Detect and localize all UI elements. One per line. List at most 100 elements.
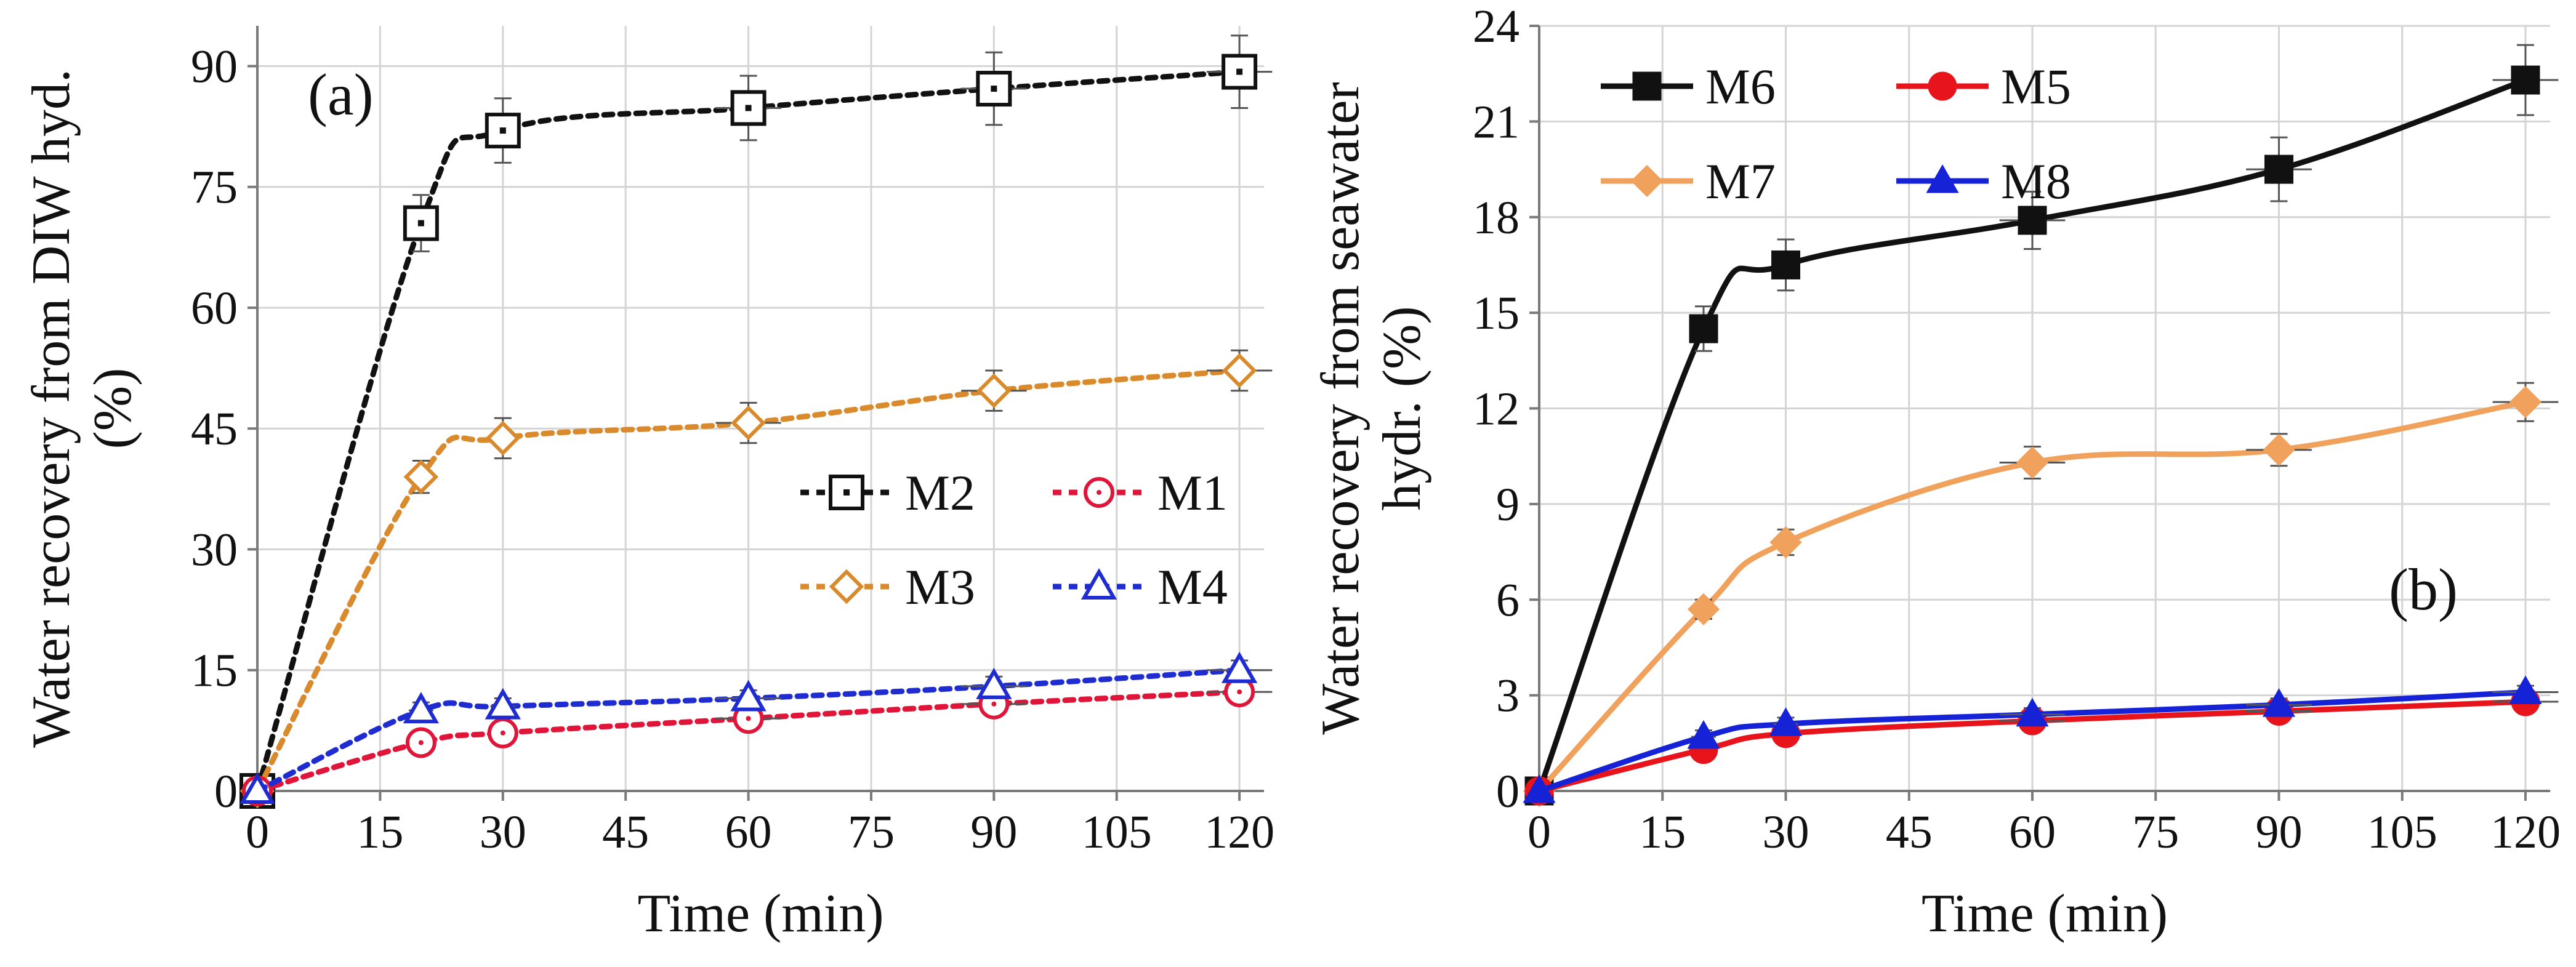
x-axis-title: Time (min): [1922, 884, 2168, 944]
data-point-m7: [2263, 433, 2295, 466]
legend-marker-m7: [1630, 164, 1664, 198]
legend-marker-m4: [1081, 568, 1117, 600]
y-tick-label: 21: [1473, 96, 1519, 148]
data-point-m6: [1771, 250, 1800, 279]
x-tick-label: 60: [725, 806, 772, 858]
data-point-m2-center: [745, 105, 752, 111]
data-point-m1-center: [1237, 689, 1242, 695]
legend-marker-m8: [1926, 164, 1959, 193]
data-point-m7: [1687, 593, 1720, 625]
y-tick-label: 45: [191, 403, 238, 455]
legend-marker-m3: [829, 569, 864, 604]
data-point-m3: [731, 405, 766, 441]
legend-label-m1: M1: [1157, 465, 1228, 521]
series-line-m7: [1536, 399, 2529, 794]
data-point-m3: [485, 420, 521, 456]
y-tick-label: 90: [191, 41, 238, 92]
x-tick-label: 105: [1082, 806, 1152, 858]
legend-marker-m1-center: [1097, 490, 1101, 495]
y-tick-label: 0: [1496, 766, 1519, 817]
panel-a-chart: 0 15 30 45 60 75 90 105 120 0 15 30 45 60 75 90 Time (mi…: [22, 26, 1274, 944]
y-tick-label: 30: [191, 524, 238, 576]
x-tick-label: 90: [970, 806, 1017, 858]
x-tick-label: 60: [2009, 806, 2056, 858]
legend-label-m6: M6: [1705, 58, 1776, 114]
data-point-m1-center: [500, 730, 505, 736]
x-tick-label: 105: [2367, 806, 2437, 858]
legend-label-m4: M4: [1157, 559, 1228, 615]
data-point-m6: [1689, 314, 1718, 343]
data-point-m1-center: [418, 740, 424, 745]
y-tick-label: 12: [1473, 383, 1519, 435]
series-line-m3: [254, 367, 1242, 794]
x-tick-label: 0: [246, 806, 269, 858]
y-tick-label: 24: [1473, 1, 1519, 52]
y-tick-label: 75: [191, 162, 238, 214]
y-tick-label: 18: [1473, 192, 1519, 244]
legend-label-m7: M7: [1705, 153, 1776, 209]
y-tick-label: 9: [1496, 479, 1519, 531]
data-point-m3: [1222, 353, 1257, 388]
data-point-m8: [1687, 720, 1720, 749]
y-tick-label: 0: [214, 766, 238, 817]
data-point-m7: [1769, 526, 1802, 559]
x-tick-label: 15: [1639, 806, 1686, 858]
data-point-m8: [2509, 675, 2542, 704]
data-point-m4: [976, 667, 1012, 699]
panel-b-chart: 0 15 30 45 60 75 90 105 120 0 3 6 9 12 15 18 21 24 Time (m…: [1311, 1, 2561, 944]
y-tick-label: 15: [191, 645, 238, 697]
legend-label-m5: M5: [2001, 58, 2071, 114]
data-point-m6: [2511, 65, 2540, 95]
data-point-m8: [2016, 697, 2049, 727]
data-point-m8: [1769, 707, 1803, 736]
data-point-m2: [976, 71, 1012, 107]
data-point-m8: [1523, 774, 1556, 803]
data-point-m8: [2262, 688, 2296, 717]
x-tick-label: 120: [1204, 806, 1274, 858]
data-point-m1-center: [991, 701, 997, 707]
data-point-m2-center: [417, 220, 424, 227]
data-point-m6: [2018, 206, 2047, 235]
x-tick-label: 75: [848, 806, 895, 858]
data-point-m4: [730, 680, 767, 712]
y-tick-label: 3: [1496, 670, 1519, 722]
panel-label: (a): [308, 62, 374, 127]
legend-label-m3: M3: [905, 559, 975, 615]
data-point-m4: [485, 688, 521, 720]
data-point-m4: [239, 772, 276, 804]
x-tick-label: 45: [1886, 806, 1933, 858]
x-tick-label: 75: [2132, 806, 2179, 858]
x-tick-label: 30: [480, 806, 526, 858]
legend-marker-m6: [1632, 71, 1662, 101]
legend-marker-m5: [1928, 71, 1957, 101]
x-tick-label: 45: [602, 806, 649, 858]
x-tick-label: 0: [1527, 806, 1551, 858]
y-tick-label: 6: [1496, 574, 1519, 626]
legend-label-m2: M2: [905, 465, 975, 521]
y-tick-label: 60: [191, 283, 238, 334]
x-tick-label: 120: [2490, 806, 2561, 858]
y-axis-title: Water recovery from seawater: [1311, 82, 1371, 735]
data-point-m4: [403, 692, 440, 724]
x-tick-label: 30: [1762, 806, 1809, 858]
data-point-m7: [2016, 446, 2049, 479]
data-point-m3: [403, 459, 439, 494]
x-axis-title: Time (min): [637, 884, 883, 944]
data-point-m2-center: [499, 127, 506, 134]
legend-marker-m2-center: [843, 489, 850, 496]
data-point-m6: [2264, 154, 2293, 184]
legend-label-m8: M8: [2001, 153, 2071, 209]
data-point-m4: [1221, 651, 1258, 683]
data-point-m3: [976, 373, 1012, 408]
data-point-m7: [2509, 386, 2542, 419]
series-line-m6: [1536, 77, 2529, 794]
data-point-m2-center: [1236, 68, 1243, 75]
y-axis-title: (%): [83, 368, 143, 449]
panel-label: (b): [2389, 556, 2458, 622]
data-point-m2-center: [991, 86, 997, 92]
y-axis-title: hydr. (%): [1372, 306, 1432, 510]
y-tick-label: 15: [1473, 287, 1519, 339]
data-point-m1-center: [746, 716, 751, 721]
x-tick-label: 90: [2255, 806, 2302, 858]
